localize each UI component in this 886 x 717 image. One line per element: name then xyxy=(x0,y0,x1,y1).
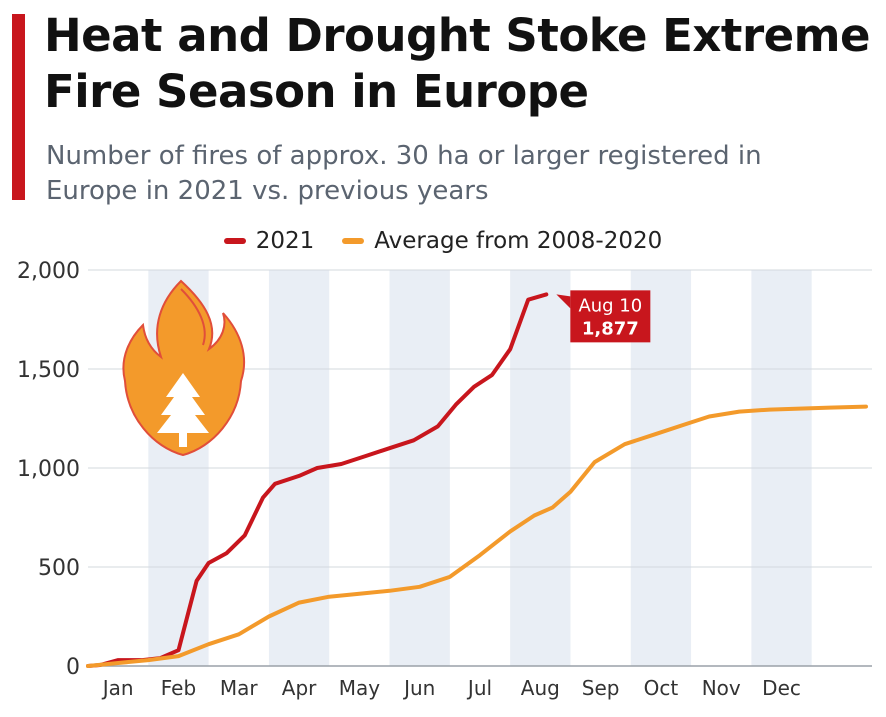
chart-legend: 2021 Average from 2008-2020 xyxy=(0,224,886,258)
x-tick-label-aug: Aug xyxy=(521,676,560,700)
x-tick-label-nov: Nov xyxy=(702,676,741,700)
x-tick-label-feb: Feb xyxy=(161,676,196,700)
accent-bar xyxy=(12,14,25,200)
x-tick-label-jul: Jul xyxy=(466,676,492,700)
x-tick-label-jan: Jan xyxy=(101,676,134,700)
annotation-pointer xyxy=(556,294,571,309)
x-tick-label-apr: Apr xyxy=(282,676,317,700)
series-line-average xyxy=(86,404,868,668)
annotation-value: 1,877 xyxy=(582,318,639,339)
annotation-date: Aug 10 xyxy=(578,295,642,316)
page-title: Heat and Drought Stoke Extreme Fire Seas… xyxy=(44,9,871,118)
legend-item-2021: 2021 xyxy=(223,228,315,254)
legend-item-average: Average from 2008-2020 xyxy=(342,228,662,254)
x-tick-label-may: May xyxy=(339,676,381,700)
y-tick-label: 2,000 xyxy=(17,259,80,284)
x-tick-label-dec: Dec xyxy=(762,676,801,700)
y-tick-label: 500 xyxy=(38,556,80,581)
line-chart: 0 500 1,000 1,500 2,000 Jan Feb Mar Apr May Jun Ju… xyxy=(17,259,872,700)
legend-swatch-average xyxy=(342,238,365,244)
y-tick-label: 1,500 xyxy=(17,358,80,383)
x-tick-label-mar: Mar xyxy=(220,676,259,700)
page-subtitle: Number of fires of approx. 30 ha or larg… xyxy=(46,141,762,206)
legend-label-2021: 2021 xyxy=(255,228,315,254)
annotation-box xyxy=(570,290,651,343)
x-tick-label-jun: Jun xyxy=(402,676,435,700)
legend-swatch-2021 xyxy=(223,238,246,244)
fire-tree-icon xyxy=(122,279,246,457)
legend-label-average: Average from 2008-2020 xyxy=(374,228,663,254)
x-tick-label-sep: Sep xyxy=(582,676,620,700)
y-tick-label: 1,000 xyxy=(17,457,80,482)
y-tick-label: 0 xyxy=(66,655,80,680)
x-tick-label-oct: Oct xyxy=(644,676,679,700)
